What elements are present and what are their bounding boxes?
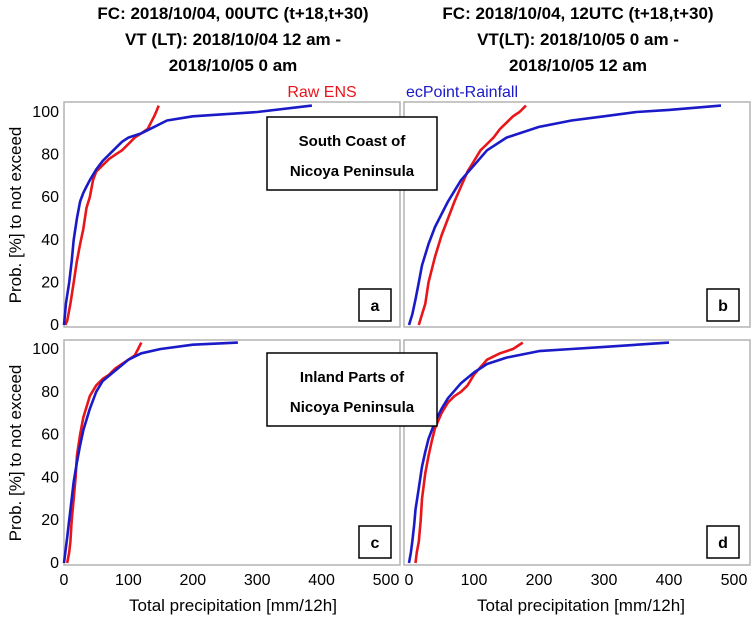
series-line-ecpoint xyxy=(407,104,722,326)
region-bottom-line2: Nicoya Peninsula xyxy=(290,399,415,416)
region-top-line2: Nicoya Peninsula xyxy=(290,163,415,180)
region-label-bottom: Inland Parts of Nicoya Peninsula xyxy=(266,352,438,427)
y-tick-label: 0 xyxy=(50,317,59,334)
panel-a: 0 20 40 60 80 100 a xyxy=(32,101,401,334)
panel-frame xyxy=(403,101,751,328)
x-axis-title-left: Total precipitation [mm/12h] xyxy=(129,596,337,615)
x-tick-label: 300 xyxy=(244,572,271,589)
x-tick-label: 400 xyxy=(656,572,683,589)
panel-b: b xyxy=(403,101,751,328)
region-label-top: South Coast of Nicoya Peninsula xyxy=(266,116,438,191)
y-tick-label: 40 xyxy=(41,469,59,486)
series-line-ecpoint xyxy=(407,341,670,564)
panel-frame xyxy=(63,101,401,328)
legend-ecpoint: ecPoint-Rainfall xyxy=(406,84,518,101)
panel-d: 0 100 200 300 400 500 d xyxy=(403,339,751,589)
panel-letter: d xyxy=(718,535,728,552)
header-left-line3: 2018/10/05 0 am xyxy=(169,56,298,75)
legend-raw-ens: Raw ENS xyxy=(287,84,356,101)
header-left-line2: VT (LT): 2018/10/04 12 am - xyxy=(125,30,341,49)
x-tick-label: 200 xyxy=(526,572,553,589)
y-tick-label: 100 xyxy=(32,341,59,358)
panel-letter-box xyxy=(358,525,392,559)
panel-letter: c xyxy=(371,535,380,552)
region-bottom-line1: Inland Parts of xyxy=(300,369,405,386)
x-tick-label: 0 xyxy=(405,572,414,589)
series-line-ecpoint xyxy=(62,104,313,326)
panel-letter: b xyxy=(718,298,728,315)
header-right-line1: FC: 2018/10/04, 12UTC (t+18,t+30) xyxy=(442,4,713,23)
header-left-line1: FC: 2018/10/04, 00UTC (t+18,t+30) xyxy=(97,4,368,23)
panel-letter-box xyxy=(706,525,740,559)
panel-letter-box xyxy=(706,288,740,322)
x-tick-label: 500 xyxy=(373,572,400,589)
x-tick-label: 500 xyxy=(721,572,748,589)
y-axis-title-top: Prob. [%] to not exceed xyxy=(6,127,25,304)
header-right-line3: 2018/10/05 12 am xyxy=(509,56,647,75)
y-tick-label: 20 xyxy=(41,274,59,291)
x-axis-title-right: Total precipitation [mm/12h] xyxy=(477,596,685,615)
panel-frame xyxy=(63,339,401,566)
panel-letter: a xyxy=(371,298,380,315)
series-line-raw-ens xyxy=(64,105,160,326)
y-tick-label: 100 xyxy=(32,104,59,121)
x-tick-label: 0 xyxy=(60,572,69,589)
panel-frame xyxy=(403,339,751,566)
x-tick-label: 100 xyxy=(461,572,488,589)
series-line-ecpoint xyxy=(62,341,238,564)
y-tick-label: 80 xyxy=(41,147,59,164)
y-tick-label: 60 xyxy=(41,189,59,206)
y-tick-label: 80 xyxy=(41,384,59,401)
y-tick-label: 0 xyxy=(50,555,59,572)
series-line-raw-ens xyxy=(414,341,524,564)
x-tick-label: 100 xyxy=(115,572,142,589)
y-axis-title-bottom: Prob. [%] to not exceed xyxy=(6,365,25,542)
y-tick-label: 20 xyxy=(41,512,59,529)
x-tick-label: 400 xyxy=(308,572,335,589)
panel-c: 0 20 40 60 80 100 0 100 200 300 400 500 c xyxy=(32,339,401,589)
region-top-line1: South Coast of xyxy=(299,133,407,150)
panel-letter-box xyxy=(358,288,392,322)
header-right-line2: VT(LT): 2018/10/05 0 am - xyxy=(477,30,679,49)
y-tick-label: 40 xyxy=(41,232,59,249)
y-tick-label: 60 xyxy=(41,427,59,444)
x-tick-label: 300 xyxy=(591,572,618,589)
x-tick-label: 200 xyxy=(179,572,206,589)
